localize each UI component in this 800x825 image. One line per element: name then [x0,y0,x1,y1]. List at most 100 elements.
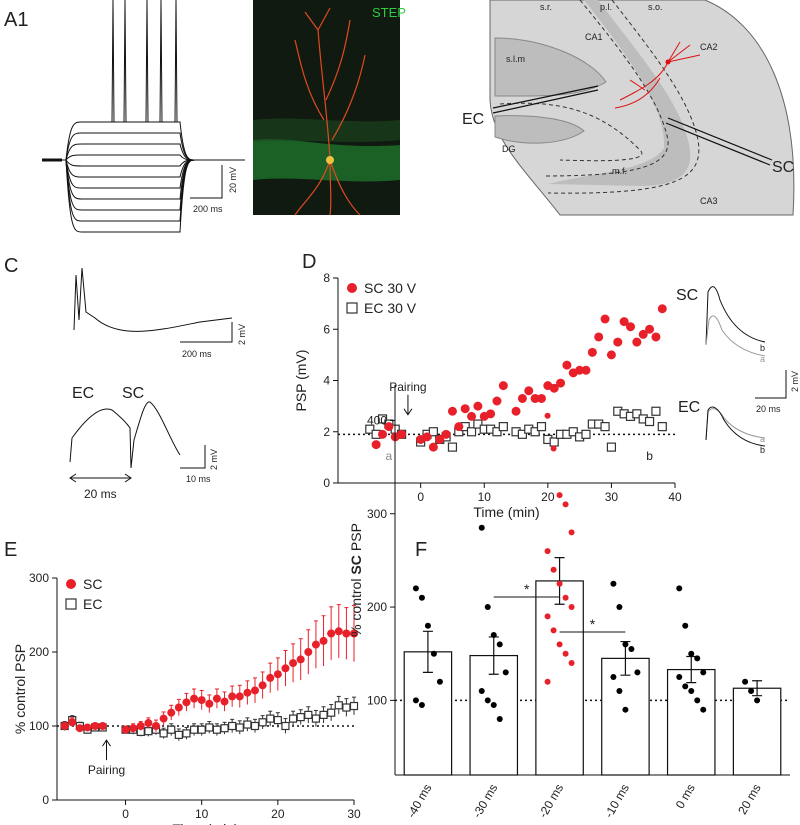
point [517,393,527,403]
point [610,674,617,681]
bar [732,687,782,776]
point [466,427,477,437]
trace [705,315,766,357]
point [581,429,591,439]
panel-label: C [4,255,18,277]
x-tick-label: 0 ms [673,782,698,812]
point [676,674,683,681]
panel-label: D [302,251,316,273]
point [622,641,629,648]
point [496,641,503,648]
point [498,381,508,391]
point [349,701,359,711]
point [378,429,388,439]
point [273,670,282,679]
legend-marker [346,302,358,314]
x-tick-label: 0 [122,807,129,821]
trace [705,286,766,346]
y-tick-label: 8 [323,271,330,285]
y-tick-label: 0 [42,793,49,807]
point [742,678,749,685]
point [296,655,305,664]
point [273,715,282,725]
point [174,703,183,712]
error-bar [752,680,763,697]
trace [123,0,127,123]
x-tick-label: -40 ms [404,782,434,821]
legend-label: SC 30 V [364,280,417,296]
trace-label: EC [678,399,700,416]
point [250,721,260,731]
point [490,702,497,709]
point [517,429,527,439]
micrograph: STEP [253,0,406,216]
point [365,424,375,434]
point [258,718,267,727]
point [473,419,483,429]
y-tick-label: 0 [323,476,330,490]
point [688,688,695,695]
trace [55,159,245,189]
trace [111,0,115,123]
point [550,627,557,634]
scale-label: 2 mV [237,324,247,345]
point [83,723,92,732]
x-tick-label: 10 [478,490,492,504]
point [212,725,222,734]
trace [159,0,163,123]
point [562,650,569,657]
point [549,437,559,447]
scale-label: 20 mV [228,167,238,193]
point [544,548,551,555]
point [228,692,237,701]
point [235,692,244,701]
point [754,697,761,704]
trace [55,159,245,167]
annotation-arrow [403,394,413,416]
annotation: a [386,449,393,463]
point [182,729,191,738]
point [266,673,275,682]
x-tick-label: 0 [417,490,424,504]
point [418,702,425,709]
point [682,622,689,629]
point [371,440,381,450]
point [304,648,313,656]
layer-label: s.o. [648,2,663,12]
point [68,718,77,727]
point [342,629,351,638]
point [189,725,199,734]
point [700,706,707,713]
y-tick-label: 6 [323,322,330,336]
trace-label: SC [676,287,698,304]
interval-arrow [69,473,132,483]
point [490,632,497,639]
point [496,716,503,723]
point [159,714,168,723]
y-tick-label: 400 [367,413,387,427]
point [625,322,635,332]
point [212,694,221,703]
point [619,317,629,327]
trace-tag: a [760,354,765,364]
trace [705,406,766,447]
y-tick-label: 200 [367,600,387,614]
point [311,640,320,649]
point [197,725,206,734]
point [182,698,191,707]
scale-label: 2 mV [209,449,219,470]
point [75,724,84,733]
interval-label: 20 ms [84,487,117,501]
point [632,337,642,347]
point [632,409,642,419]
point [556,580,563,587]
trace [55,159,245,178]
point [441,429,451,439]
point [412,585,419,592]
point [478,688,485,695]
point [616,688,623,695]
point [594,332,604,342]
point [562,594,569,601]
point [235,723,244,732]
